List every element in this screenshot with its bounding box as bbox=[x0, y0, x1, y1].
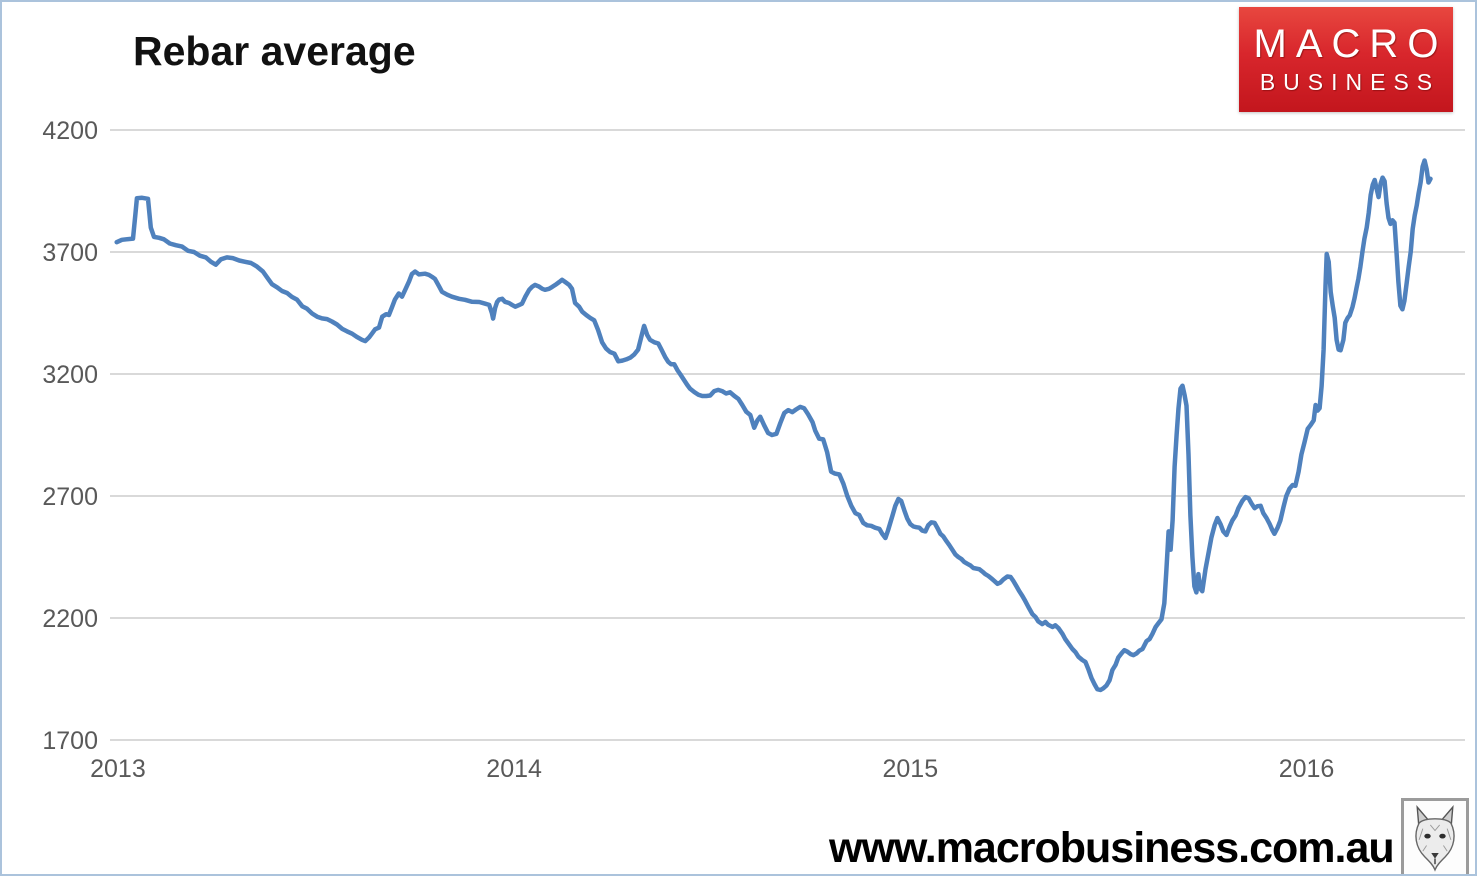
x-axis-tick-label: 2015 bbox=[883, 755, 939, 783]
y-axis-tick-label: 2200 bbox=[42, 605, 98, 633]
x-axis-tick-label: 2014 bbox=[486, 755, 542, 783]
y-axis-tick-label: 3700 bbox=[42, 239, 98, 267]
chart-title: Rebar average bbox=[133, 28, 416, 74]
macrobusiness-logo: MACRO BUSINESS bbox=[1239, 7, 1453, 112]
x-axis-tick-label: 2016 bbox=[1279, 755, 1335, 783]
watermark-url: www.macrobusiness.com.au bbox=[829, 824, 1395, 872]
logo-text-business: BUSINESS bbox=[1259, 68, 1441, 95]
x-axis-tick-label: 2013 bbox=[90, 755, 146, 783]
y-axis-tick-label: 4200 bbox=[42, 117, 98, 145]
logo-text-macro: MACRO bbox=[1253, 21, 1448, 66]
rebar-price-series bbox=[114, 158, 1433, 693]
wolf-logo bbox=[1401, 798, 1469, 874]
y-axis-tick-label: 3200 bbox=[42, 361, 98, 389]
y-axis-tick-label: 2700 bbox=[42, 483, 98, 511]
y-axis-tick-label: 1700 bbox=[42, 727, 98, 755]
wolf-head-sketch-icon bbox=[1415, 805, 1455, 872]
